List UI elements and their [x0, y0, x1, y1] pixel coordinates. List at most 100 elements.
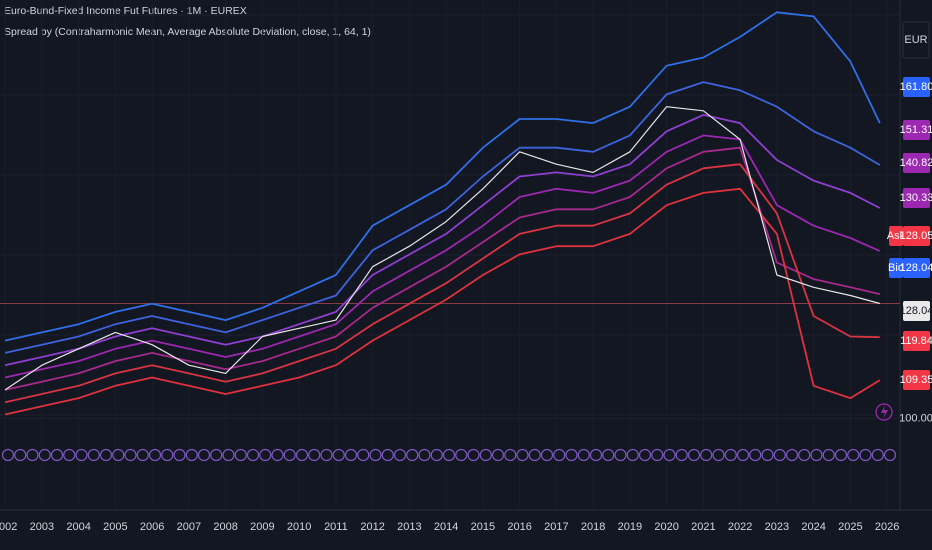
event-icon	[736, 448, 750, 462]
x-tick-label: 2023	[765, 521, 789, 533]
event-icon	[785, 448, 799, 462]
price-flag	[903, 188, 930, 208]
event-icon	[344, 448, 358, 462]
event-icon	[50, 448, 64, 462]
x-tick-label: 2020	[654, 521, 678, 533]
chart-title: Euro-Bund-Fixed Income Fut Futures · 1M …	[4, 5, 247, 17]
event-icon	[565, 448, 578, 462]
event-icon	[234, 448, 247, 462]
y-tick-label: 100.00	[899, 412, 932, 424]
event-icon	[883, 448, 897, 462]
event-icon	[1, 448, 15, 462]
currency-box[interactable]	[902, 21, 930, 59]
event-icon	[136, 448, 149, 462]
event-icon	[75, 448, 88, 462]
event-icon	[847, 448, 860, 462]
series-line	[4, 187, 881, 416]
series-line	[4, 11, 881, 342]
x-tick-label: 2005	[103, 521, 127, 533]
event-icon	[308, 448, 321, 462]
event-icon	[99, 448, 113, 462]
event-icon	[712, 448, 725, 462]
event-icon	[687, 448, 701, 462]
event-icon	[173, 448, 186, 462]
event-icon	[26, 448, 39, 462]
event-icon	[381, 448, 394, 462]
event-icon	[761, 448, 774, 462]
event-icon	[197, 448, 211, 462]
series-line	[4, 114, 881, 367]
price-flag	[903, 331, 930, 351]
event-icon	[675, 448, 688, 462]
quote-tag	[889, 258, 903, 278]
price-flag	[903, 153, 930, 173]
x-tick-label: 2015	[471, 521, 495, 533]
price-flag-label: 128.04	[900, 262, 932, 274]
price-flag-label: 130.33	[900, 192, 932, 204]
event-icon	[614, 448, 627, 462]
x-tick-label: 2014	[434, 521, 458, 533]
event-icon	[810, 448, 823, 462]
plot-area	[0, 11, 900, 462]
series-line	[4, 81, 881, 354]
price-flag-label: 161.80	[900, 81, 932, 93]
x-tick-label: 2003	[30, 521, 54, 533]
event-icon	[222, 448, 235, 462]
x-tick-label: 2018	[581, 521, 605, 533]
price-flag	[903, 370, 930, 390]
event-icon	[773, 448, 786, 462]
event-icon	[749, 448, 762, 462]
x-tick-label: 2026	[875, 521, 899, 533]
quote-tag	[889, 226, 903, 246]
event-icon	[798, 448, 811, 462]
price-flag-label: 151.31	[900, 124, 932, 136]
event-icon	[271, 448, 284, 462]
quote-tag-label: Bid	[888, 262, 904, 274]
event-icon	[124, 448, 137, 462]
event-icon	[357, 448, 370, 462]
price-flag-label: 109.35	[900, 374, 932, 386]
event-icon	[859, 448, 872, 462]
currency[interactable]: EUR	[904, 34, 927, 46]
event-icon	[540, 448, 554, 462]
price-flag	[903, 301, 930, 321]
event-icon	[406, 448, 419, 462]
event-icon	[651, 448, 664, 462]
event-icon	[259, 448, 272, 462]
x-tick-label: 2017	[544, 521, 568, 533]
event-icon	[393, 448, 407, 462]
event-icon	[516, 448, 529, 462]
event-icon	[724, 448, 737, 462]
event-icon	[210, 448, 223, 462]
event-icon	[430, 448, 443, 462]
price-flag	[903, 226, 930, 246]
x-tick-label: 2013	[397, 521, 421, 533]
price-flag	[903, 258, 930, 278]
x-tick-label: 2019	[618, 521, 642, 533]
event-icon	[295, 448, 309, 462]
price-flag-label: 128.05	[900, 230, 932, 242]
x-tick-label: 2004	[66, 521, 90, 533]
x-tick-label: 2008	[213, 521, 237, 533]
event-icon	[369, 448, 382, 462]
price-flag-label: 128.04	[900, 305, 932, 317]
event-icon	[638, 448, 652, 462]
x-tick-label: 2025	[838, 521, 862, 533]
x-tick-label: 2016	[507, 521, 531, 533]
event-icon	[246, 448, 260, 462]
event-icon	[467, 448, 480, 462]
event-icon	[871, 448, 884, 462]
x-tick-label: 2012	[360, 521, 384, 533]
x-tick-label: 2024	[801, 521, 825, 533]
event-icon	[320, 448, 333, 462]
event-icon	[491, 448, 505, 462]
event-icon	[589, 448, 603, 462]
event-icon	[87, 448, 100, 462]
event-icon	[148, 448, 162, 462]
event-icon	[602, 448, 615, 462]
event-icon	[455, 448, 468, 462]
event-icon	[700, 448, 713, 462]
event-icon	[63, 448, 76, 462]
